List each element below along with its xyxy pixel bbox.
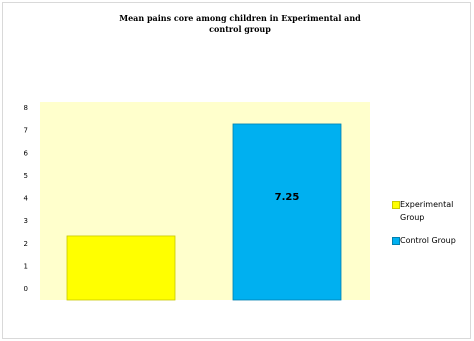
legend-item-experimental: Experimental Group — [392, 198, 472, 224]
y-tick-label: 6 — [24, 149, 29, 157]
y-tick-label: 8 — [24, 104, 28, 112]
legend-swatch-control — [392, 237, 400, 245]
legend-label-control: Control Group — [400, 236, 456, 245]
y-tick-label: 0 — [24, 285, 28, 293]
y-tick-label: 5 — [24, 172, 28, 180]
y-tick-label: 3 — [24, 217, 28, 225]
legend-label-experimental: Experimental Group — [400, 200, 454, 222]
y-tick-label: 2 — [24, 240, 28, 248]
legend-swatch-experimental — [392, 201, 400, 209]
data-label-control: 7.25 — [275, 192, 300, 203]
legend-item-control: Control Group — [392, 234, 472, 247]
bar-experimental — [66, 235, 176, 301]
bar-control — [232, 123, 342, 301]
chart-title: Mean pains core among children in Experi… — [119, 13, 361, 34]
y-tick-label: 1 — [24, 262, 28, 270]
chart-legend: Experimental Group Control Group — [392, 198, 472, 257]
y-tick-label: 7 — [24, 127, 28, 135]
y-tick-label: 4 — [24, 195, 29, 203]
